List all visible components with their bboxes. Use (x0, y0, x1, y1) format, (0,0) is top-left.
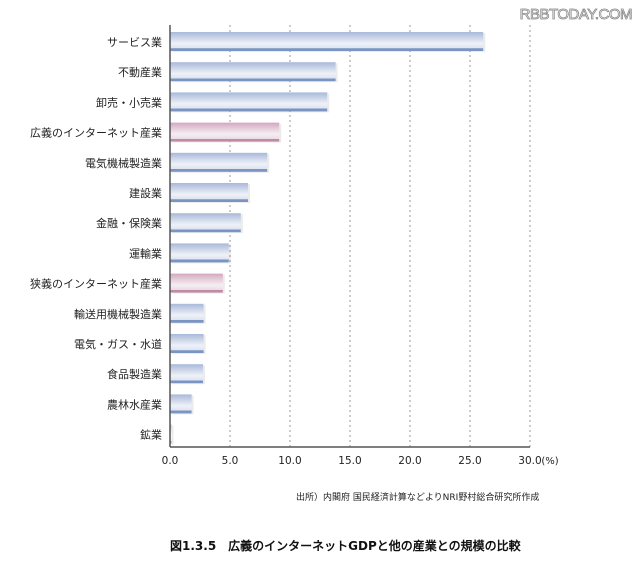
x-tick-label: 20.0 (398, 455, 421, 467)
x-unit-label: (%) (541, 456, 558, 467)
category-label: 鉱業 (140, 428, 162, 442)
bar (170, 303, 204, 323)
x-tick-label: 30.0 (518, 455, 541, 467)
category-label: 卸売・小売業 (96, 95, 162, 109)
x-tick-label: 0.0 (162, 455, 179, 467)
watermark: RBBTODAY.COM (519, 6, 633, 24)
bar-highlighted (170, 122, 280, 142)
category-label: 金融・保険業 (96, 216, 162, 230)
category-label: 狭義のインターネット産業 (30, 277, 162, 291)
bar (170, 394, 192, 414)
bar-highlighted (170, 273, 223, 293)
figure-caption: 図1.3.5 広義のインターネットGDPと他の産業との規模の比較 (170, 539, 521, 553)
bar-shadow (172, 425, 174, 445)
x-tick-label: 25.0 (458, 455, 481, 467)
category-label: 広義のインターネット産業 (30, 126, 162, 140)
bar (170, 152, 268, 172)
bar (170, 92, 328, 112)
bar (170, 243, 229, 263)
x-tick-label: 5.0 (222, 455, 239, 467)
category-label: 運輸業 (129, 246, 162, 260)
bar (170, 183, 248, 202)
x-tick-label: 10.0 (278, 455, 301, 467)
bar (170, 62, 336, 82)
source-note: 出所）内閣府 国民経済計算などよりNRI野村総合研究所作成 (296, 493, 540, 503)
bar (170, 32, 484, 51)
category-label: 建設業 (129, 186, 162, 200)
category-label: 食品製造業 (107, 367, 162, 381)
bar (170, 213, 241, 233)
category-label: 電気・ガス・水道 (74, 337, 162, 351)
category-label: 電気機械製造業 (85, 156, 162, 170)
x-tick-label: 15.0 (338, 455, 361, 467)
category-label: 不動産業 (118, 65, 162, 79)
bar (170, 364, 203, 384)
category-label: 輸送用機械製造業 (74, 307, 162, 321)
category-label: サービス業 (107, 36, 162, 49)
category-label: 農林水産業 (107, 397, 162, 411)
bar (170, 334, 204, 353)
bar-chart: サービス業不動産業卸売・小売業広義のインターネット産業電気機械製造業建設業金融・… (30, 25, 559, 467)
